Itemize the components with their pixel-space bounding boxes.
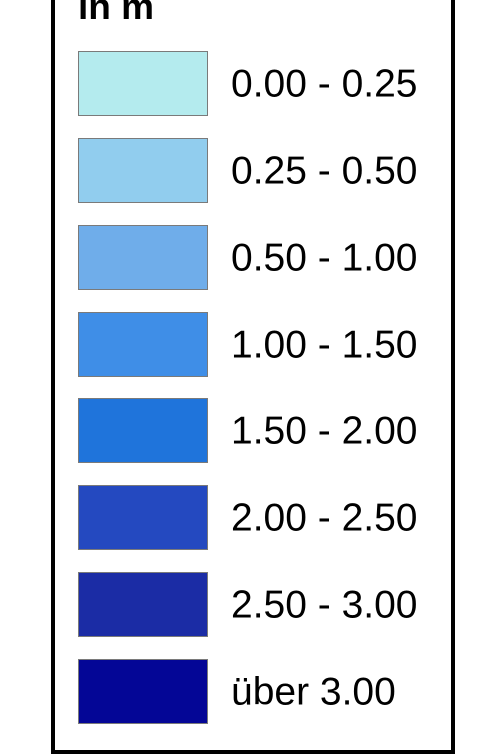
- legend-item-label: 1.00 - 1.50: [231, 323, 418, 366]
- legend-swatch: [78, 312, 208, 377]
- legend-item-label: 0.00 - 0.25: [231, 62, 418, 105]
- legend-item: 0.00 - 0.25: [78, 51, 448, 116]
- legend-item: 2.00 - 2.50: [78, 485, 448, 550]
- legend-item: 0.50 - 1.00: [78, 225, 448, 290]
- legend-heading: in m: [78, 0, 155, 27]
- legend-item: 1.00 - 1.50: [78, 312, 448, 377]
- legend-item: über 3.00: [78, 659, 448, 724]
- legend-swatch: [78, 138, 208, 203]
- legend-item-label: 0.25 - 0.50: [231, 149, 418, 192]
- legend-item-label: 2.00 - 2.50: [231, 496, 418, 539]
- legend-item: 0.25 - 0.50: [78, 138, 448, 203]
- legend-item-label: 2.50 - 3.00: [231, 583, 418, 626]
- legend-swatch: [78, 572, 208, 637]
- legend-item: 2.50 - 3.00: [78, 572, 448, 637]
- legend-item-label: über 3.00: [231, 670, 396, 713]
- legend-swatch: [78, 51, 208, 116]
- legend-swatch: [78, 225, 208, 290]
- legend-swatch: [78, 398, 208, 463]
- legend-item-label: 1.50 - 2.00: [231, 409, 418, 452]
- legend-item: 1.50 - 2.00: [78, 398, 448, 463]
- legend-swatch: [78, 485, 208, 550]
- legend-swatch: [78, 659, 208, 724]
- legend-item-label: 0.50 - 1.00: [231, 236, 418, 279]
